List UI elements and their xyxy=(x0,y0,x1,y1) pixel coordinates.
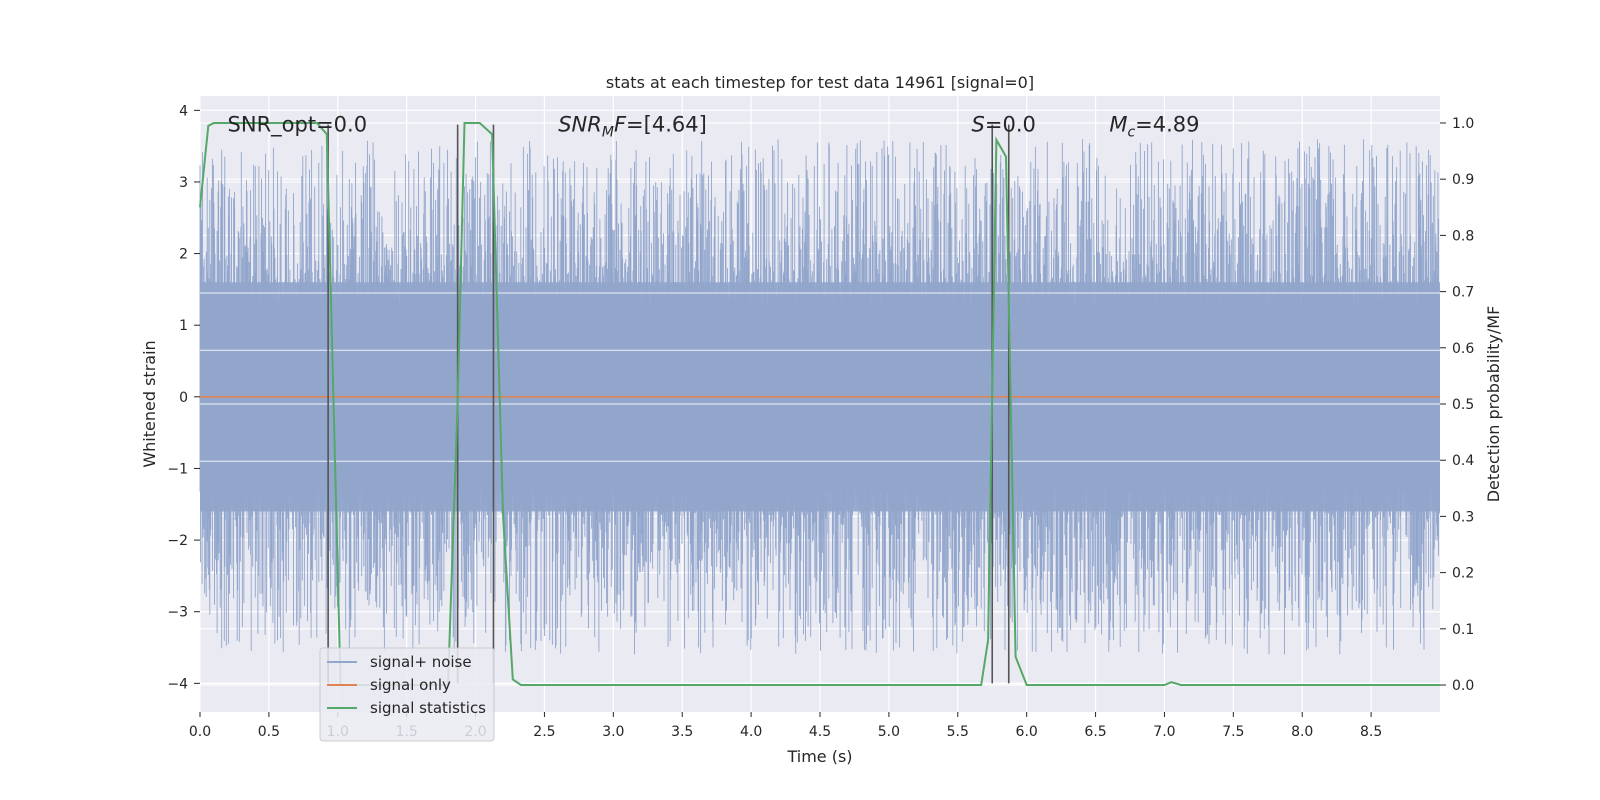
x-tick-label-14: 7.0 xyxy=(1153,724,1175,740)
snr-mf-f: F xyxy=(614,113,627,137)
y2-tick-label-6: 0.4 xyxy=(1452,453,1474,469)
legend-box xyxy=(319,647,495,742)
legend-label-signal-only: signal only xyxy=(370,676,451,694)
y-axis-title: Whitened strain xyxy=(140,340,159,467)
x-tick-label-15: 7.5 xyxy=(1222,724,1244,740)
legend-label-stats: signal statistics xyxy=(370,699,486,717)
legend-label-noise: signal+ noise xyxy=(370,653,472,671)
y2-tick-label-7: 0.3 xyxy=(1452,509,1474,525)
annotations: SNR_opt=0.0 SNRMF=[4.64] S=0.0 Mc=4.89 xyxy=(228,113,1200,141)
x-tick-label-11: 5.5 xyxy=(947,724,969,740)
y2-tick-label-10: 0.0 xyxy=(1452,678,1474,694)
x-tick-label-10: 5.0 xyxy=(878,724,900,740)
x-tick-label-7: 3.5 xyxy=(671,724,693,740)
snr-mf-value: =[4.64] xyxy=(626,113,707,137)
y2-tick-label-8: 0.2 xyxy=(1452,566,1474,582)
y-tick-label-4: 0 xyxy=(179,390,188,406)
y-tick-label-3: 1 xyxy=(179,318,188,334)
mc-base: M xyxy=(1109,113,1127,137)
x-tick-label-0: 0.0 xyxy=(189,724,211,740)
series-signal-statistics xyxy=(199,122,1440,686)
x-tick-label-6: 3.0 xyxy=(602,724,624,740)
x-tick-label-9: 4.5 xyxy=(809,724,831,740)
legend: signal+ noise signal only signal statist… xyxy=(319,647,495,742)
annotation-s: S=0.0 xyxy=(972,113,1036,137)
mc-value: =4.89 xyxy=(1135,113,1199,137)
annotation-snr-opt: SNR_opt=0.0 xyxy=(228,113,368,138)
x-tick-label-12: 6.0 xyxy=(1016,724,1038,740)
x-tick-label-5: 2.5 xyxy=(533,724,555,740)
y2-tick-label-4: 0.6 xyxy=(1452,341,1474,357)
x-axis-title: Time (s) xyxy=(786,747,852,766)
y-tick-label-5: −1 xyxy=(167,461,188,477)
annotation-snr-mf: SNRMF=[4.64] xyxy=(558,113,707,141)
y2-tick-label-1: 0.9 xyxy=(1452,172,1474,188)
y2-tick-label-5: 0.5 xyxy=(1452,397,1474,413)
y2-tick-label-3: 0.7 xyxy=(1452,285,1474,301)
x-tick-label-16: 8.0 xyxy=(1291,724,1313,740)
mc-sub: c xyxy=(1127,125,1135,141)
y-tick-label-2: 2 xyxy=(179,247,188,263)
snr-mf-base: SNR xyxy=(558,113,602,137)
y-tick-label-6: −2 xyxy=(167,533,188,549)
y2-tick-label-2: 0.8 xyxy=(1452,228,1474,244)
s-base: S xyxy=(972,113,985,137)
annotation-mc: Mc=4.89 xyxy=(1109,113,1199,141)
x-tick-label-13: 6.5 xyxy=(1084,724,1106,740)
x-tick-label-1: 0.5 xyxy=(258,724,280,740)
y2-axis-title: Detection probability/MF xyxy=(1484,306,1503,503)
y2-tick-label-9: 0.1 xyxy=(1452,622,1474,638)
y-tick-label-8: −4 xyxy=(167,676,188,692)
y-tick-label-1: 3 xyxy=(179,175,188,191)
chart-title: stats at each timestep for test data 149… xyxy=(606,73,1034,92)
x-tick-label-17: 8.5 xyxy=(1360,724,1382,740)
signal-statistics-line xyxy=(199,122,1440,686)
s-value: =0.0 xyxy=(985,113,1036,137)
snr-mf-sub: M xyxy=(602,125,614,141)
y-tick-label-7: −3 xyxy=(167,605,188,621)
noise-trace xyxy=(199,139,1440,655)
y-tick-label-0: 4 xyxy=(179,103,188,119)
y-axis-left: 4 3 2 1 0 −1 −2 −3 −4 xyxy=(167,103,200,692)
x-tick-label-8: 4.0 xyxy=(740,724,762,740)
y-axis-right: 1.0 0.9 0.8 0.7 0.6 0.5 0.4 0.3 0.2 0.1 0.0 xyxy=(1440,116,1474,694)
y2-tick-label-0: 1.0 xyxy=(1452,116,1474,132)
